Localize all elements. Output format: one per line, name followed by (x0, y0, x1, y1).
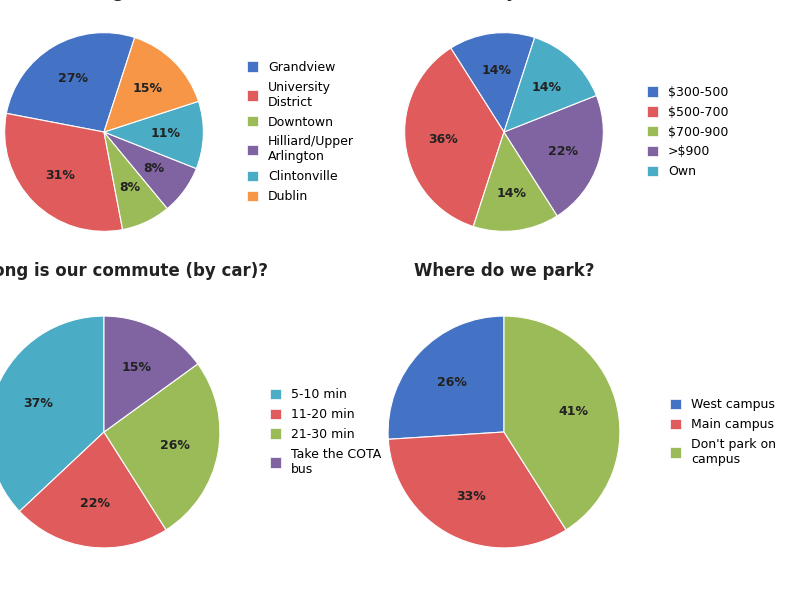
Text: 8%: 8% (143, 162, 165, 175)
Wedge shape (6, 32, 134, 132)
Text: 22%: 22% (80, 497, 110, 510)
Wedge shape (104, 316, 198, 432)
Wedge shape (104, 132, 167, 230)
Wedge shape (504, 316, 620, 530)
Title: How long is our commute (by car)?: How long is our commute (by car)? (0, 262, 267, 280)
Text: 11%: 11% (150, 127, 181, 140)
Text: 22%: 22% (547, 145, 578, 158)
Text: 37%: 37% (23, 397, 53, 410)
Wedge shape (104, 101, 203, 169)
Legend: Grandview, University
District, Downtown, Hilliard/Upper
Arlington, Clintonville: Grandview, University District, Downtown… (247, 61, 354, 203)
Wedge shape (405, 48, 504, 226)
Legend: West campus, Main campus, Don't park on
campus: West campus, Main campus, Don't park on … (670, 398, 776, 466)
Wedge shape (388, 432, 566, 548)
Wedge shape (504, 38, 596, 132)
Legend: $300-500, $500-700, $700-900, >$900, Own: $300-500, $500-700, $700-900, >$900, Own (647, 86, 729, 178)
Text: 27%: 27% (58, 73, 88, 85)
Wedge shape (474, 132, 558, 232)
Wedge shape (104, 132, 196, 209)
Wedge shape (0, 316, 104, 511)
Text: 31%: 31% (46, 169, 75, 182)
Text: 15%: 15% (122, 361, 152, 374)
Wedge shape (19, 432, 166, 548)
Title: Monthly Rent: Monthly Rent (441, 0, 567, 1)
Title: Columbus Neighborhoods: Columbus Neighborhoods (0, 0, 224, 1)
Text: 33%: 33% (457, 490, 486, 503)
Wedge shape (450, 32, 534, 132)
Text: 36%: 36% (428, 133, 458, 146)
Text: 15%: 15% (133, 82, 162, 95)
Text: 41%: 41% (558, 406, 588, 418)
Wedge shape (388, 316, 504, 439)
Text: 26%: 26% (160, 439, 190, 452)
Text: 8%: 8% (120, 181, 141, 194)
Wedge shape (504, 95, 603, 216)
Title: Where do we park?: Where do we park? (414, 262, 594, 280)
Text: 14%: 14% (482, 64, 511, 77)
Text: 26%: 26% (437, 376, 466, 389)
Text: 14%: 14% (497, 187, 526, 200)
Text: 14%: 14% (531, 80, 561, 94)
Wedge shape (5, 113, 122, 232)
Legend: 5-10 min, 11-20 min, 21-30 min, Take the COTA
bus: 5-10 min, 11-20 min, 21-30 min, Take the… (270, 388, 381, 476)
Wedge shape (104, 364, 220, 530)
Wedge shape (104, 38, 198, 132)
